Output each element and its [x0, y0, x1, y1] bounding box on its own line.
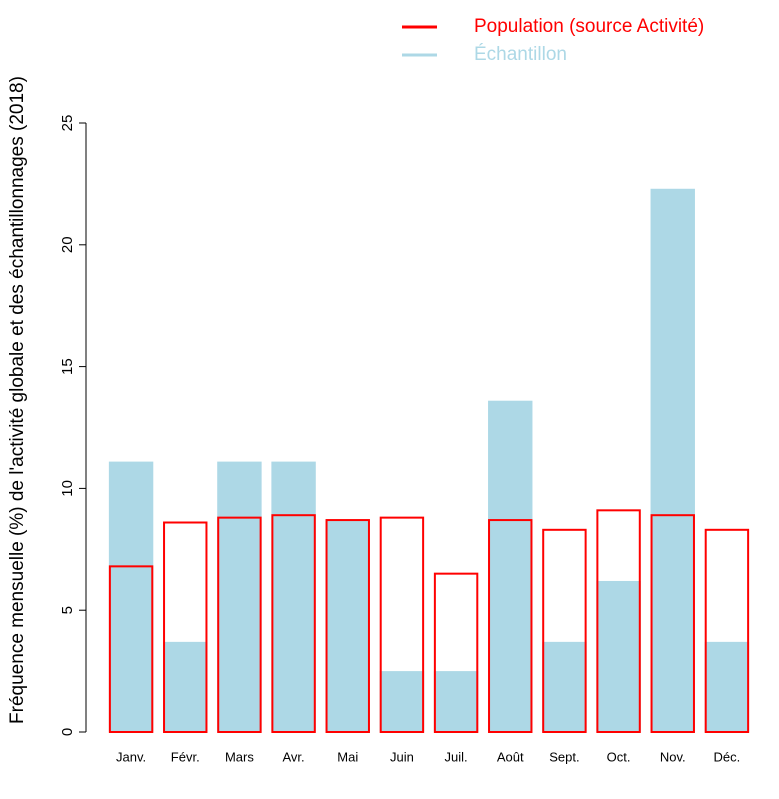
- x-tick-label: Févr.: [171, 749, 200, 764]
- legend-label: Échantillon: [474, 44, 567, 65]
- sample-bar: [650, 188, 695, 733]
- sample-bar: [379, 671, 425, 732]
- x-tick-label: Juil.: [445, 749, 468, 764]
- sample-bar: [596, 580, 641, 732]
- x-tick-label: Sept.: [549, 749, 579, 764]
- population-bar: [596, 509, 641, 733]
- x-tick-label: Mai: [337, 749, 358, 764]
- population-bar: [488, 519, 533, 733]
- population-bar: [433, 572, 479, 733]
- sample-bar: [704, 641, 750, 732]
- legend-label: Population (source Activité): [474, 16, 704, 37]
- y-tick-label: 10: [59, 480, 76, 497]
- population-bar: [379, 516, 425, 734]
- population-bar: [163, 521, 208, 734]
- x-tick-label: Mars: [225, 749, 254, 764]
- x-tick-label: Août: [497, 749, 524, 764]
- sample-bar: [542, 641, 587, 732]
- y-tick-label: 0: [59, 728, 76, 736]
- sample-bar: [271, 461, 316, 732]
- population-bar: [217, 516, 262, 734]
- sample-bar: [325, 520, 370, 732]
- sample-bar: [108, 461, 154, 732]
- x-tick-label: Oct.: [607, 749, 631, 764]
- y-tick-label: 20: [59, 236, 76, 253]
- x-tick-label: Nov.: [660, 749, 686, 764]
- population-bar: [325, 519, 370, 733]
- y-tick-label: 25: [59, 115, 76, 132]
- sample-bar: [163, 641, 208, 732]
- y-tick-label: 5: [59, 606, 76, 614]
- population-bar: [650, 514, 695, 733]
- population-bar: [704, 528, 750, 734]
- x-tick-label: Janv.: [116, 749, 146, 764]
- x-tick-label: Juin: [390, 749, 414, 764]
- sample-bar: [433, 671, 479, 732]
- x-tick-label: Déc.: [714, 749, 741, 764]
- population-bar: [542, 528, 587, 734]
- population-bar: [271, 514, 316, 733]
- x-tick-label: Avr.: [282, 749, 304, 764]
- sample-bar: [217, 461, 262, 732]
- population-bar: [108, 565, 154, 733]
- y-axis-title: Fréquence mensuelle (%) de l'activité gl…: [7, 76, 28, 724]
- y-tick-label: 15: [59, 358, 76, 375]
- sample-bar: [488, 400, 533, 732]
